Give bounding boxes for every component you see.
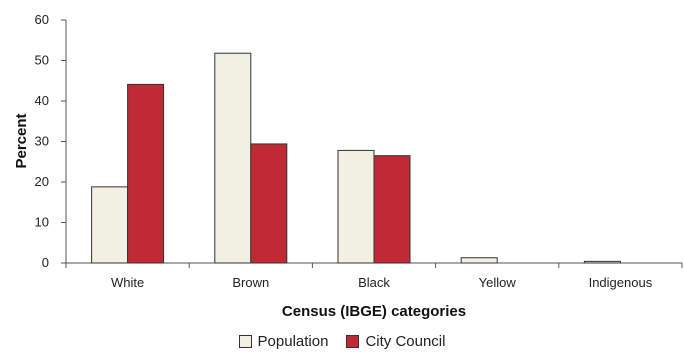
bar-population-brown [214, 52, 252, 264]
bar-population-white [91, 186, 129, 264]
y-tick-label: 10 [35, 215, 49, 230]
bar-city-council-brown [250, 143, 288, 264]
legend-swatch-population [238, 335, 252, 348]
x-ticks: White Brown Black Yellow Indigenous [65, 263, 683, 290]
y-ticks: 0 10 20 30 40 50 60 [35, 12, 66, 270]
bars [91, 52, 621, 264]
x-axis-title: Census (IBGE) categories [282, 303, 466, 320]
y-tick-label: 60 [35, 12, 49, 27]
legend: Population City Council [0, 333, 684, 350]
bar-population-indigenous [583, 260, 621, 264]
x-tick-label: Yellow [479, 275, 517, 290]
y-tick-label: 30 [35, 134, 49, 149]
y-tick-label: 40 [35, 93, 49, 108]
y-tick-label: 50 [35, 53, 49, 68]
y-tick-label: 20 [35, 174, 49, 189]
x-tick-label: White [111, 275, 144, 290]
y-tick-label: 0 [42, 255, 49, 270]
x-tick-label: Indigenous [589, 275, 653, 290]
legend-swatch-city-council [346, 335, 360, 348]
y-axis-title: Percent [13, 113, 30, 168]
legend-item-city-council: City Council [346, 333, 445, 350]
legend-label-city-council: City Council [365, 333, 446, 350]
legend-label-population: Population [257, 333, 329, 350]
bar-population-black [337, 149, 375, 264]
legend-item-population: Population [238, 333, 329, 350]
x-tick-label: Black [358, 275, 390, 290]
bar-city-council-white [127, 83, 165, 264]
x-tick-label: Brown [232, 275, 269, 290]
bar-city-council-black [373, 155, 411, 264]
bar-population-yellow [460, 257, 498, 264]
